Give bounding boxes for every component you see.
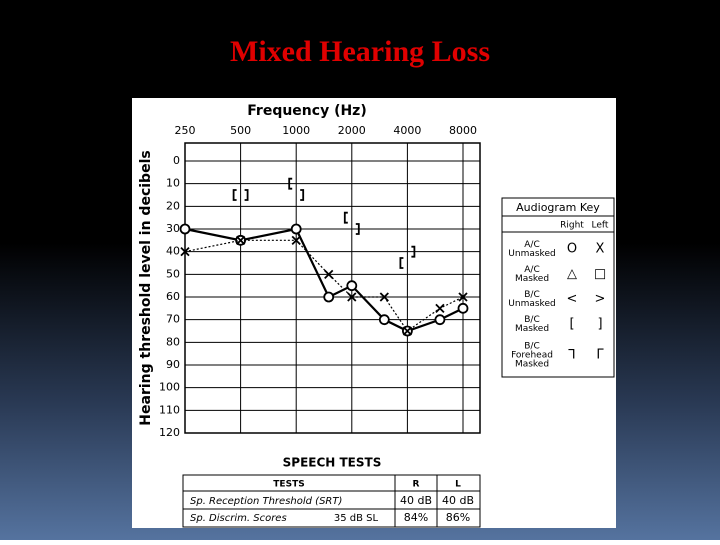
speech-table-lines: [182, 474, 481, 528]
key-label: Unmasked: [508, 249, 555, 259]
y-axis-label: Hearing threshold level in decibels: [138, 150, 154, 425]
marker-x: [291, 235, 301, 245]
marker-bracket: [300, 189, 305, 201]
y-tick-label: 40: [166, 245, 180, 258]
audiogram-panel: [132, 98, 616, 528]
key-label: Unmasked: [508, 299, 555, 309]
marker-x: [235, 235, 246, 245]
speech-tests-title: SPEECH TESTS: [283, 456, 382, 470]
y-tick-label: 50: [166, 267, 180, 280]
x-tick-label: 2000: [338, 124, 366, 137]
x-tick-label: 500: [230, 124, 251, 137]
marker-bracket: [343, 211, 348, 224]
y-tick-label: 100: [159, 381, 180, 394]
y-tick-label: 20: [166, 199, 180, 212]
x-tick-label: 250: [175, 124, 196, 137]
table-cell: 86%: [446, 511, 470, 524]
key-label: B/C: [524, 342, 540, 352]
marker-bracket: [411, 245, 416, 258]
table-cell: 35 dB SL: [334, 513, 379, 524]
table-header: TESTS: [273, 480, 304, 490]
key-left-header: Left: [592, 221, 609, 231]
marker-x: [324, 269, 334, 279]
marker-bracket: [232, 189, 237, 201]
key-label: A/C: [524, 265, 539, 275]
marker-bracket: [399, 257, 404, 269]
table-cell: 84%: [404, 511, 428, 524]
table-cell: 40 dB: [400, 494, 432, 507]
marker-x: [458, 292, 468, 302]
y-tick-label: 80: [166, 335, 180, 348]
slide-title: Mixed Hearing Loss: [230, 35, 490, 68]
key-symbol: ⅂: [568, 348, 575, 363]
key-symbol: <: [567, 292, 578, 307]
y-tick-label: 70: [166, 313, 180, 326]
key-label: A/C: [524, 240, 539, 250]
marker-x: [435, 303, 445, 313]
key-label: Masked: [515, 360, 549, 370]
marker-x: [402, 326, 413, 336]
key-symbol: [: [569, 317, 574, 332]
marker-circle: [290, 223, 302, 235]
table-cell: 40 dB: [442, 494, 474, 507]
key-symbol: △: [567, 267, 577, 282]
marker-circle: [346, 280, 358, 292]
key-label: Masked: [515, 324, 549, 334]
marker-x: [347, 292, 357, 302]
x-tick-label: 1000: [282, 124, 310, 137]
y-tick-label: 0: [173, 154, 180, 167]
marker-x: [379, 292, 389, 302]
key-symbol: O: [567, 242, 577, 257]
x-tick-label: 4000: [393, 124, 421, 137]
table-header: R: [413, 480, 420, 490]
y-tick-label: 90: [166, 358, 180, 371]
key-right-header: Right: [560, 221, 584, 231]
y-tick-label: 110: [159, 403, 180, 416]
key-symbol: ]: [597, 317, 602, 332]
key-label: Masked: [515, 274, 549, 284]
marker-circle: [323, 291, 335, 303]
marker-circle: [434, 314, 446, 326]
marker-bracket: [244, 189, 249, 201]
key-symbol: X: [596, 242, 605, 257]
key-symbol: >: [595, 292, 606, 307]
key-symbol: □: [594, 267, 606, 282]
y-tick-label: 30: [166, 222, 180, 235]
key-title: Audiogram Key: [516, 201, 600, 214]
table-cell: Sp. Discrim. Scores: [190, 513, 287, 524]
marker-circle: [378, 314, 390, 326]
key-symbol: Γ: [596, 348, 604, 363]
marker-bracket: [288, 177, 293, 190]
y-tick-label: 60: [166, 290, 180, 303]
x-tick-label: 8000: [449, 124, 477, 137]
y-tick-label: 120: [159, 426, 180, 439]
marker-x: [180, 247, 190, 257]
table-header: L: [455, 480, 461, 490]
marker-circle: [457, 302, 469, 314]
marker-bracket: [355, 223, 360, 235]
x-axis-label: Frequency (Hz): [247, 103, 366, 119]
key-label: B/C: [524, 315, 540, 325]
key-box: [501, 197, 615, 378]
table-cell: Sp. Reception Threshold (SRT): [190, 496, 342, 507]
key-label: B/C: [524, 290, 540, 300]
key-label: Forehead: [511, 351, 553, 361]
y-tick-label: 10: [166, 177, 180, 190]
marker-circle: [179, 223, 191, 235]
